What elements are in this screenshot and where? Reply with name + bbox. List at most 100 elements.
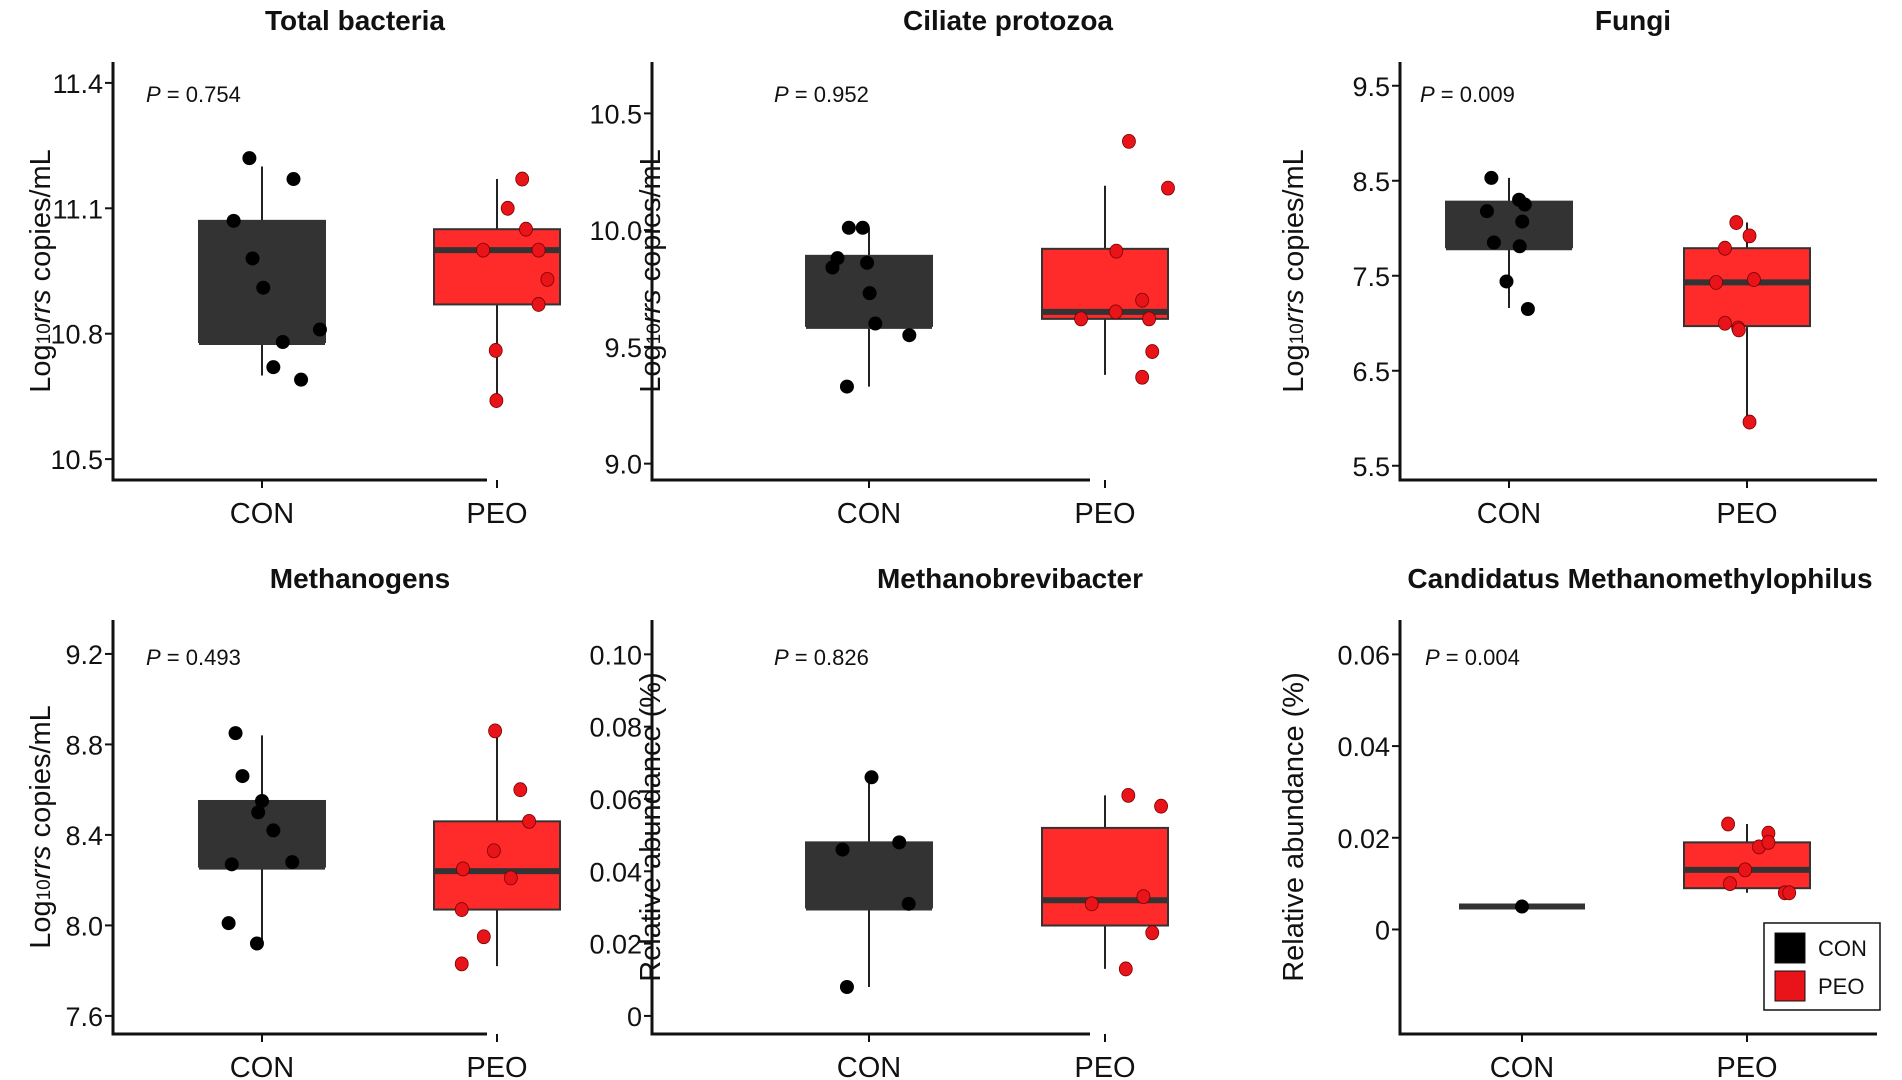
data-point-peo bbox=[1709, 274, 1724, 290]
y-tick-label: 0.04 bbox=[1337, 732, 1390, 762]
data-point-peo bbox=[456, 861, 470, 877]
data-point-con bbox=[245, 251, 260, 266]
data-point-peo bbox=[454, 956, 469, 972]
data-point-con bbox=[266, 823, 281, 838]
data-point-peo bbox=[1109, 243, 1124, 259]
data-point-peo bbox=[513, 782, 528, 798]
data-point-peo bbox=[1074, 311, 1088, 327]
box-peo bbox=[433, 820, 561, 911]
data-point-peo bbox=[454, 902, 469, 917]
box-peo bbox=[1041, 247, 1169, 320]
legend-label-peo: PEO bbox=[1818, 974, 1864, 999]
data-point-peo bbox=[1145, 344, 1160, 359]
x-tick-label: PEO bbox=[1716, 498, 1777, 530]
x-tick-label: PEO bbox=[1074, 498, 1135, 530]
data-point-con bbox=[1479, 204, 1494, 219]
data-point-peo bbox=[1135, 292, 1150, 308]
chart-title: Ciliate protozoa bbox=[903, 5, 1113, 36]
chart-title: Total bacteria bbox=[265, 5, 445, 36]
data-point-con bbox=[1512, 239, 1527, 254]
box-con bbox=[198, 219, 326, 344]
y-tick-label: 0.04 bbox=[589, 857, 642, 887]
y-axis-label: Relative abundance (%) bbox=[1278, 672, 1310, 982]
data-point-peo bbox=[1718, 240, 1732, 256]
data-point-peo bbox=[1721, 816, 1735, 832]
data-point-con bbox=[294, 372, 309, 387]
y-tick-label: 0.02 bbox=[589, 930, 642, 960]
data-point-con bbox=[249, 936, 264, 951]
x-tick-label: CON bbox=[1477, 498, 1541, 530]
x-tick-label: CON bbox=[1490, 1052, 1554, 1080]
legend: CON PEO bbox=[1763, 922, 1881, 1011]
data-point-con bbox=[1499, 274, 1514, 289]
p-value-label: P = 0.952 bbox=[774, 82, 869, 107]
y-tick-label: 0.02 bbox=[1337, 824, 1390, 854]
data-point-peo bbox=[1731, 322, 1746, 338]
p-value-label: P = 0.004 bbox=[1425, 645, 1520, 670]
data-point-con bbox=[830, 251, 845, 266]
x-tick-label: CON bbox=[230, 498, 294, 530]
data-point-peo bbox=[1729, 215, 1744, 230]
box-peo bbox=[1041, 826, 1169, 927]
y-tick-label: 8.5 bbox=[1352, 167, 1390, 197]
data-point-con bbox=[285, 855, 300, 870]
y-axis-label: Log10rrs copies/mL bbox=[635, 149, 667, 393]
x-tick-label: PEO bbox=[466, 498, 527, 530]
y-tick-label: 7.6 bbox=[65, 1002, 103, 1032]
y-tick-label: 10.5 bbox=[589, 99, 642, 129]
legend-swatch-peo bbox=[1774, 970, 1806, 1002]
data-point-con bbox=[864, 770, 879, 785]
data-point-peo bbox=[476, 242, 491, 258]
data-point-peo bbox=[1121, 787, 1136, 803]
data-point-con bbox=[855, 220, 870, 235]
data-point-con bbox=[242, 151, 257, 166]
data-point-con bbox=[1520, 302, 1535, 316]
data-point-con bbox=[1517, 197, 1532, 212]
y-axis-label: Relative abundance (%) bbox=[635, 672, 667, 982]
chart-title: Methanogens bbox=[270, 563, 450, 594]
data-point-peo bbox=[488, 723, 503, 739]
y-tick-label: 8.4 bbox=[65, 821, 103, 851]
y-axis-label: Log10rrs copies/mL bbox=[25, 705, 57, 949]
box-peo bbox=[433, 228, 561, 306]
y-tick-label: 9.0 bbox=[604, 450, 642, 480]
data-point-peo bbox=[1742, 228, 1757, 244]
chart-panel-3: Fungi 5.5 6.5 7.5 8.5 9.5 Log10rrs copies/mL P … bbox=[1278, 5, 1877, 530]
data-point-peo bbox=[489, 393, 504, 408]
data-point-con bbox=[255, 793, 269, 808]
data-point-con bbox=[312, 322, 327, 337]
y-axis-label: Log10rrs copies/mL bbox=[25, 149, 57, 393]
data-point-con bbox=[868, 316, 883, 331]
chart-panel-5: Methanobrevibacter 0 0.02 0.04 0.06 0.08 0.10R… bbox=[589, 563, 1169, 1080]
data-point-peo bbox=[1108, 304, 1123, 320]
y-tick-label: 9.5 bbox=[604, 333, 642, 363]
data-point-con bbox=[860, 255, 875, 270]
x-tick-label: PEO bbox=[1716, 1052, 1777, 1080]
chart-title: Methanobrevibacter bbox=[877, 563, 1143, 594]
y-tick-label: 10.0 bbox=[589, 216, 642, 246]
data-point-con bbox=[221, 916, 236, 931]
data-point-peo bbox=[1136, 889, 1151, 905]
y-tick-label: 0 bbox=[1375, 915, 1390, 945]
y-tick-label: 7.5 bbox=[1352, 262, 1390, 292]
y-tick-label: 10.5 bbox=[50, 445, 103, 475]
x-tick-label: PEO bbox=[1074, 1052, 1135, 1080]
y-tick-label: 6.5 bbox=[1352, 357, 1390, 387]
data-point-con bbox=[902, 328, 917, 343]
x-tick-label: CON bbox=[230, 1052, 294, 1080]
data-point-con bbox=[1515, 899, 1529, 914]
data-point-con bbox=[235, 769, 250, 784]
data-point-peo bbox=[1782, 885, 1797, 901]
data-point-con bbox=[841, 220, 856, 235]
p-value-label: P = 0.826 bbox=[774, 645, 869, 670]
data-point-peo bbox=[1738, 862, 1753, 878]
data-point-con bbox=[1486, 235, 1501, 250]
y-axis-label: Log10rrs copies/mL bbox=[1278, 149, 1310, 393]
chart-panel-6: Candidatus Methanomethylophilus 0 0.02 0.04… bbox=[1278, 563, 1877, 1080]
data-point-peo bbox=[486, 843, 501, 859]
data-point-con bbox=[839, 379, 854, 394]
x-tick-label: CON bbox=[837, 1052, 901, 1080]
box-peo bbox=[1683, 247, 1811, 328]
data-point-con bbox=[901, 896, 916, 911]
